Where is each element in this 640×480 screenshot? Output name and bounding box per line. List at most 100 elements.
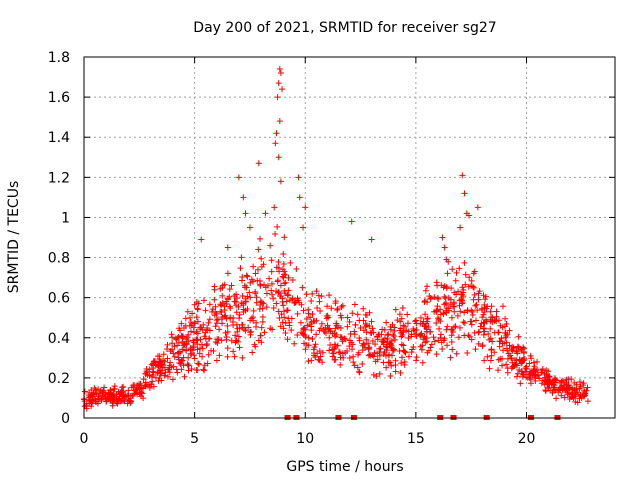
data-point (277, 178, 284, 185)
data-point (346, 354, 353, 361)
data-point (119, 384, 126, 391)
data-point (170, 350, 177, 357)
data-point (496, 338, 503, 345)
data-point (510, 344, 517, 351)
data-point (571, 379, 578, 386)
data-point (205, 319, 212, 326)
data-point (398, 341, 405, 348)
data-point (163, 345, 170, 352)
data-point (349, 346, 356, 353)
data-point (312, 353, 319, 360)
data-point (284, 336, 291, 343)
data-point (328, 305, 335, 312)
data-point (318, 293, 325, 300)
data-point (314, 304, 321, 311)
data-point (293, 266, 300, 273)
data-point (307, 321, 314, 328)
data-point (404, 320, 411, 327)
data-point (475, 340, 482, 347)
data-point (346, 343, 353, 350)
data-point (385, 331, 392, 338)
data-point (257, 298, 264, 305)
data-point (534, 358, 541, 365)
data-point (558, 378, 565, 385)
data-point (261, 329, 268, 336)
data-point (543, 367, 550, 374)
data-point (175, 333, 182, 340)
data-point (413, 327, 420, 334)
data-point (310, 346, 317, 353)
data-point (506, 342, 513, 349)
data-point (146, 381, 153, 388)
data-point (362, 320, 369, 327)
data-point (196, 350, 203, 357)
data-point (427, 296, 434, 303)
data-point (357, 324, 364, 331)
data-point (499, 362, 506, 369)
data-point (258, 324, 265, 331)
data-point (302, 204, 309, 211)
data-point (479, 314, 486, 321)
data-point (404, 311, 411, 318)
data-point (291, 299, 298, 306)
y-tick-label: 0.2 (48, 371, 70, 387)
data-point (500, 347, 507, 354)
data-point (193, 336, 200, 343)
data-point (457, 308, 464, 315)
data-point (569, 385, 576, 392)
data-point (481, 319, 488, 326)
data-point (424, 315, 431, 322)
data-point (119, 389, 126, 396)
data-point (255, 160, 262, 167)
data-point (520, 348, 527, 355)
data-point (437, 306, 444, 313)
data-point (387, 373, 394, 380)
data-point (187, 314, 194, 321)
data-point (515, 333, 522, 340)
data-point (487, 335, 494, 342)
y-tick-label: 1.4 (48, 130, 70, 146)
data-point (413, 333, 420, 340)
data-point (146, 384, 153, 391)
data-point (468, 277, 475, 284)
data-point (457, 224, 464, 231)
data-point (441, 293, 448, 300)
data-point (100, 387, 107, 394)
data-point (350, 353, 357, 360)
data-point (441, 283, 448, 290)
data-point (480, 325, 487, 332)
data-point (238, 321, 245, 328)
data-point (194, 341, 201, 348)
data-point (456, 297, 463, 304)
data-point (542, 388, 549, 395)
data-point (424, 283, 431, 290)
data-point (242, 307, 249, 314)
data-point (301, 340, 308, 347)
data-point (250, 307, 257, 314)
data-point (305, 358, 312, 365)
data-point (437, 311, 444, 318)
data-point (132, 388, 139, 395)
data-point (461, 190, 468, 197)
data-point (374, 356, 381, 363)
data-point (443, 256, 450, 263)
data-point (472, 317, 479, 324)
data-point (385, 352, 392, 359)
data-point (428, 341, 435, 348)
data-point (417, 331, 424, 338)
data-point (532, 373, 539, 380)
data-point (101, 384, 108, 391)
data-point (470, 283, 477, 290)
data-point (187, 345, 194, 352)
data-point (453, 350, 460, 357)
data-point (208, 347, 215, 354)
data-point (470, 270, 477, 277)
data-point (180, 362, 187, 369)
data-point (110, 392, 117, 399)
data-point (234, 328, 241, 335)
data-point (107, 386, 114, 393)
data-point (300, 307, 307, 314)
data-point (479, 342, 486, 349)
data-point (348, 218, 355, 225)
data-point (179, 335, 186, 342)
